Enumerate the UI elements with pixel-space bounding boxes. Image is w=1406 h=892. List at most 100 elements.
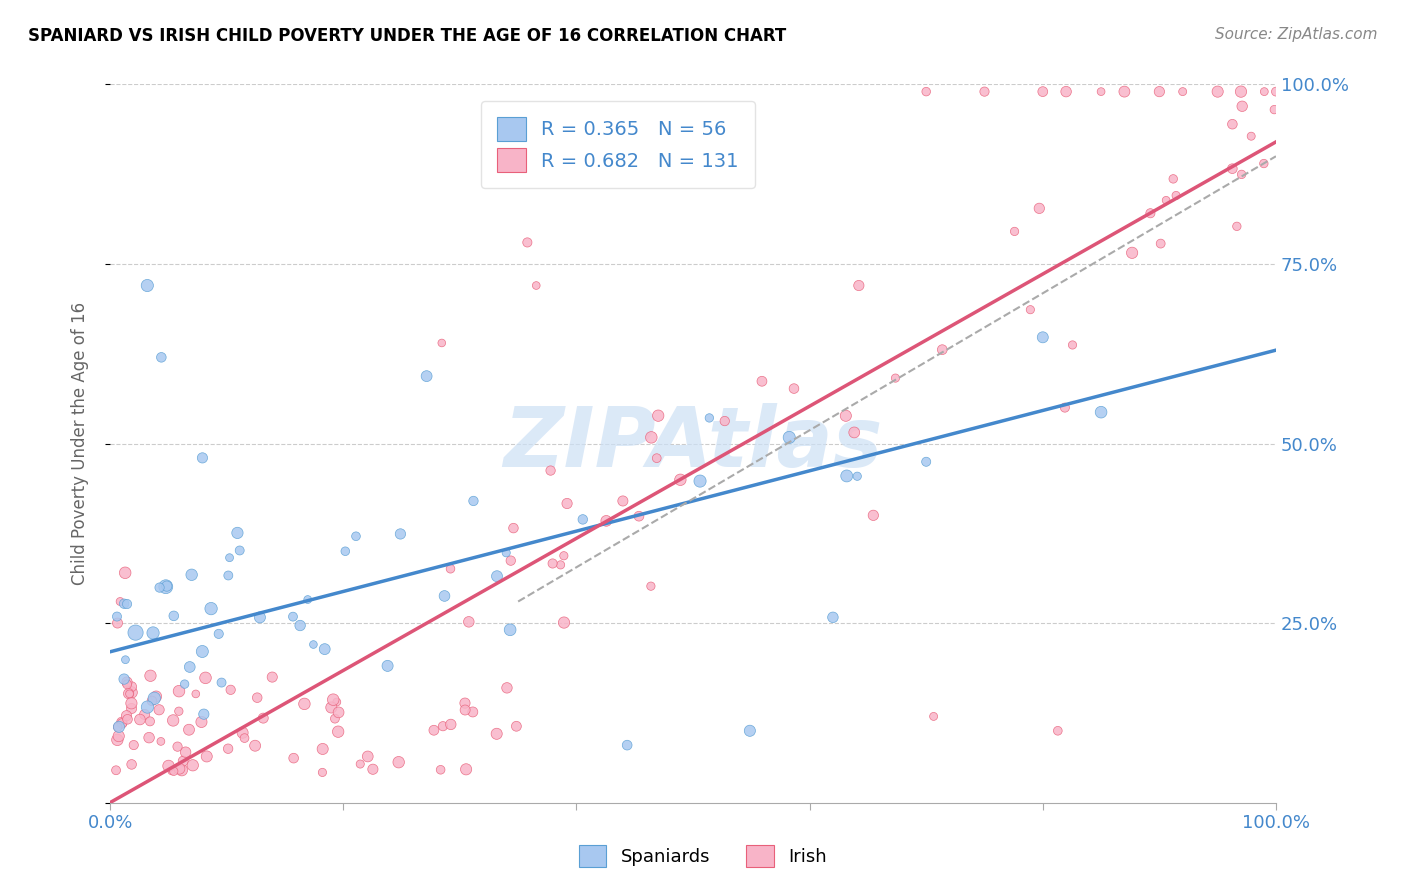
Point [1114,85,1136,99]
Point [129,713,152,727]
Point [117,712,139,726]
Point [1220,161,1243,176]
Point [115,708,138,723]
Point [283,751,305,765]
Point [136,278,159,293]
Point [973,85,995,99]
Point [627,509,650,524]
Point [357,749,380,764]
Point [454,696,477,710]
Text: Source: ZipAtlas.com: Source: ZipAtlas.com [1215,27,1378,42]
Point [429,763,451,777]
Point [167,704,190,718]
Point [120,696,142,710]
Point [233,731,256,745]
Point [314,642,336,657]
Point [121,757,143,772]
Point [499,623,522,637]
Point [141,694,163,708]
Point [193,707,215,722]
Point [485,727,508,741]
Point [191,450,214,465]
Point [454,703,477,717]
Point [302,638,325,652]
Point [150,351,173,365]
Point [848,278,870,293]
Point [322,692,344,706]
Point [349,757,371,772]
Point [540,464,562,478]
Y-axis label: Child Poverty Under the Age of 16: Child Poverty Under the Age of 16 [72,302,89,585]
Point [112,672,135,686]
Point [121,685,143,699]
Point [1263,103,1285,117]
Point [107,729,129,743]
Point [252,711,274,725]
Point [105,764,128,778]
Point [124,625,146,640]
Point [1222,117,1244,131]
Point [326,695,349,709]
Point [294,697,316,711]
Point [118,687,141,701]
Point [328,724,350,739]
Point [155,580,177,594]
Point [553,615,575,630]
Text: SPANIARD VS IRISH CHILD POVERTY UNDER THE AGE OF 16 CORRELATION CHART: SPANIARD VS IRISH CHILD POVERTY UNDER TH… [28,27,786,45]
Point [1253,85,1275,99]
Point [541,557,564,571]
Point [922,709,945,723]
Point [105,609,128,624]
Point [145,690,167,704]
Point [208,627,231,641]
Point [115,677,138,691]
Point [262,670,284,684]
Point [139,669,162,683]
Point [157,759,180,773]
Point [174,745,197,759]
Point [432,719,454,733]
Point [846,469,869,483]
Point [1149,85,1171,99]
Point [143,691,166,706]
Point [430,336,453,351]
Point [115,675,138,690]
Point [200,601,222,615]
Point [297,592,319,607]
Point [572,512,595,526]
Point [835,409,858,423]
Point [344,529,367,543]
Point [502,521,524,535]
Point [1032,330,1054,344]
Point [228,543,250,558]
Point [1171,85,1194,99]
Point [1032,85,1054,99]
Point [243,739,266,753]
Point [915,85,938,99]
Point [180,567,202,582]
Point [645,451,668,466]
Point [516,235,538,250]
Point [163,764,186,779]
Point [669,473,692,487]
Point [211,675,233,690]
Point [139,714,162,729]
Point [1230,168,1253,182]
Point [1046,723,1069,738]
Point [335,544,357,558]
Point [738,723,761,738]
Legend: Spaniards, Irish: Spaniards, Irish [572,838,834,874]
Point [1265,85,1288,99]
Point [915,455,938,469]
Point [862,508,884,523]
Point [288,618,311,632]
Point [232,725,254,739]
Point [1053,401,1076,415]
Point [1054,85,1077,99]
Point [114,653,136,667]
Point [457,615,479,629]
Point [640,430,662,444]
Point [121,701,143,715]
Point [163,608,186,623]
Point [217,741,239,756]
